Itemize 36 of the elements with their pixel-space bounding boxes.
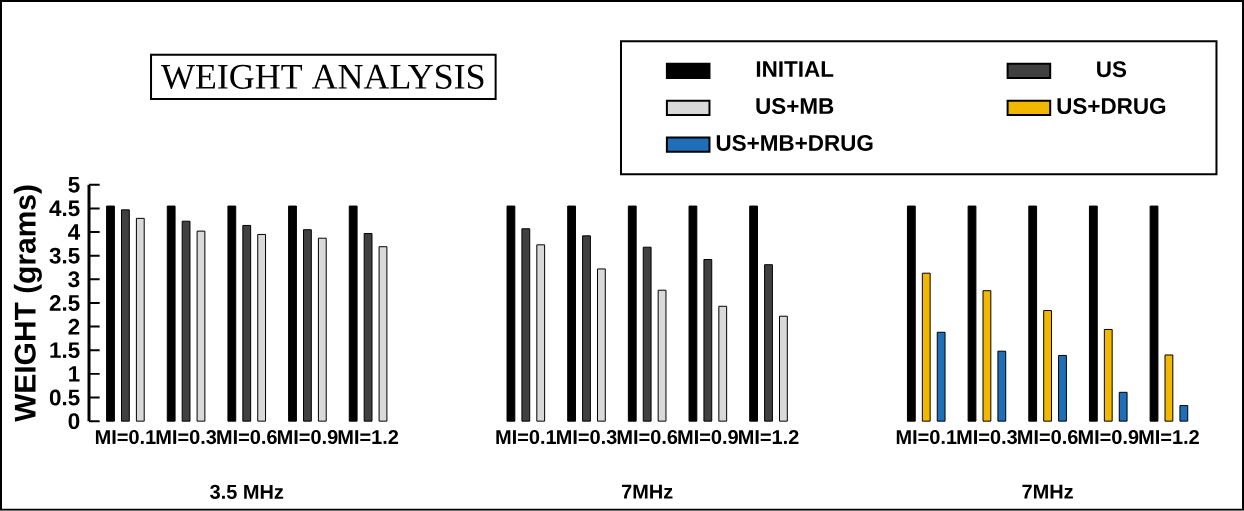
x-tick-label: MI=0.9 xyxy=(1078,430,1139,445)
x-tick-label: MI=0.9 xyxy=(277,430,338,445)
x-tick-label: MI=0.3 xyxy=(156,430,217,445)
text: 7MHz xyxy=(621,484,673,499)
y-tick-label: 0.5 xyxy=(49,389,80,406)
x-tick-label: MI=0.6 xyxy=(1018,430,1078,445)
x-tick-label: MI=0.6 xyxy=(217,430,277,445)
x-tick-label: MI=0.1 xyxy=(95,430,156,445)
legend-label: INITIAL xyxy=(756,61,834,77)
x-tick-label: MI=0.3 xyxy=(557,430,617,445)
legend-label: US+DRUG xyxy=(1057,98,1166,115)
y-tick-label: 4.5 xyxy=(49,200,80,217)
legend-label: US xyxy=(1097,61,1127,78)
y-tick-label: 1.5 xyxy=(50,342,80,359)
chart-title: WEIGHT ANALYSIS xyxy=(161,64,484,90)
y-tick-label: 2.5 xyxy=(49,295,80,311)
x-tick-label: MI=0.1 xyxy=(496,430,557,445)
x-tick-label: MI=0.9 xyxy=(678,430,738,445)
x-tick-label: MI=1.2 xyxy=(739,430,799,444)
text: 3.5 MHz xyxy=(210,484,284,500)
y-tick-label: 4 xyxy=(68,224,81,240)
legend-label: US+MB xyxy=(756,98,834,115)
legend-label: US+MB+DRUG xyxy=(716,135,873,151)
x-tick-label: MI=0.1 xyxy=(896,430,957,445)
y-tick-label: 3.5 xyxy=(49,247,80,264)
y-axis-title: WEIGHT (grams) xyxy=(13,185,42,422)
y-tick-label: 1 xyxy=(69,366,80,382)
text: 7MHz xyxy=(1022,484,1073,499)
y-tick-label: 2 xyxy=(68,318,80,335)
x-tick-label: MI=1.2 xyxy=(338,430,399,444)
x-tick-label: MI=0.6 xyxy=(617,430,678,445)
y-tick-label: 3 xyxy=(68,271,80,288)
y-tick-label: 0 xyxy=(68,413,80,430)
y-tick-label: 5 xyxy=(68,177,80,193)
x-tick-label: MI=0.3 xyxy=(957,430,1017,445)
x-tick-label: MI=1.2 xyxy=(1139,430,1199,444)
